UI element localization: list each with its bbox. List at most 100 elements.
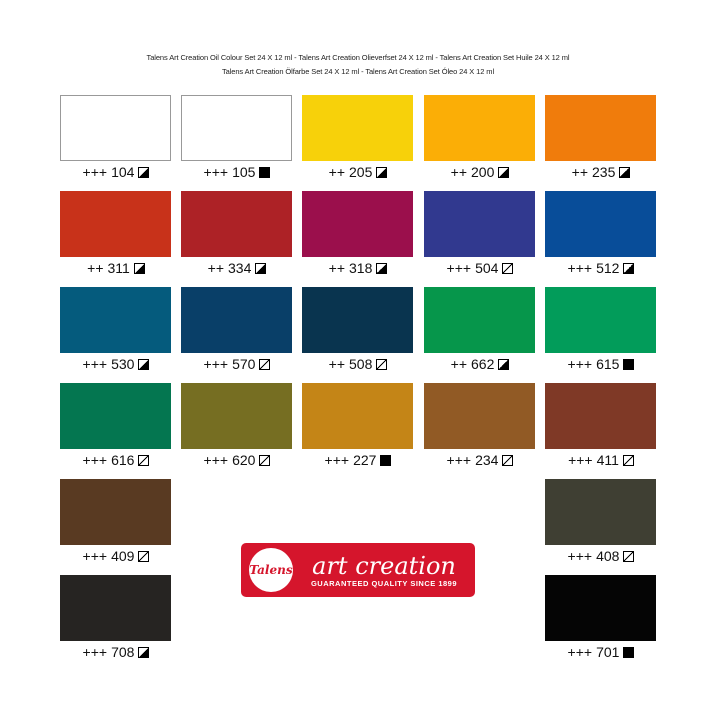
- color-swatch-708: +++ 708: [60, 575, 172, 663]
- swatch-color: [302, 191, 413, 257]
- logo-brand: art creation: [312, 551, 456, 580]
- swatch-color: [424, 383, 535, 449]
- semi-opacity-icon: [133, 262, 145, 274]
- opaque-opacity-icon: [380, 454, 392, 466]
- swatch-color: [181, 191, 292, 257]
- semi-opacity-icon: [623, 262, 635, 274]
- color-code: 411: [596, 452, 619, 468]
- lightfastness-rating: +++: [568, 452, 593, 468]
- lightfastness-rating: ++: [87, 260, 104, 276]
- lightfastness-rating: ++: [328, 164, 345, 180]
- lightfastness-rating: +++: [567, 548, 593, 564]
- color-swatch-409: +++ 409: [60, 479, 172, 567]
- swatch-label: +++ 701: [545, 641, 657, 663]
- semi-opacity-icon: [619, 166, 631, 178]
- semi-opacity-icon: [498, 166, 510, 178]
- color-swatch-616: +++ 616: [60, 383, 172, 471]
- header-line-1: Talens Art Creation Oil Colour Set 24 X …: [146, 53, 570, 62]
- swatch-label: +++ 105: [181, 161, 293, 183]
- color-code: 104: [111, 164, 135, 180]
- swatch-color: [60, 95, 171, 161]
- color-code: 615: [596, 356, 620, 372]
- lightfastness-rating: +++: [567, 260, 593, 276]
- color-code: 708: [111, 644, 135, 660]
- swatch-color: [302, 95, 413, 161]
- lightfastness-rating: +++: [82, 644, 108, 660]
- color-swatch-615: +++ 615: [545, 287, 657, 375]
- swatch-color: [302, 287, 413, 353]
- color-swatch-318: ++ 318: [302, 191, 414, 279]
- lightfastness-rating: ++: [571, 164, 588, 180]
- color-code: 504: [475, 260, 499, 276]
- color-swatch-334: ++ 334: [181, 191, 293, 279]
- color-swatch-530: +++ 530: [60, 287, 172, 375]
- swatch-color: [60, 479, 171, 545]
- swatch-label: +++ 408: [545, 545, 657, 567]
- swatch-color: [545, 383, 656, 449]
- color-code: 508: [349, 356, 373, 372]
- color-swatch-105: +++ 105: [181, 95, 293, 183]
- art-creation-logo: Talens art creation GUARANTEED QUALITY S…: [241, 543, 475, 597]
- semi-opacity-icon: [138, 166, 150, 178]
- swatch-label: ++ 318: [302, 257, 414, 279]
- swatch-color: [181, 287, 292, 353]
- semi-opacity-icon: [138, 646, 150, 658]
- swatch-label: +++ 616: [60, 449, 172, 471]
- color-swatch-200: ++ 200: [424, 95, 536, 183]
- color-code: 318: [349, 260, 373, 276]
- header-line-2: Talens Art Creation Ölfarbe Set 24 X 12 …: [221, 67, 495, 76]
- swatch-color: [302, 383, 413, 449]
- lightfastness-rating: +++: [446, 260, 472, 276]
- color-code: 620: [232, 452, 256, 468]
- trans-opacity-icon: [259, 454, 271, 466]
- trans-opacity-icon: [259, 358, 271, 370]
- color-swatch-411: +++ 411: [545, 383, 657, 471]
- swatch-label: ++ 334: [181, 257, 293, 279]
- color-code: 570: [232, 356, 256, 372]
- color-swatch-235: ++ 235: [545, 95, 657, 183]
- color-swatch-205: ++ 205: [302, 95, 414, 183]
- talens-seal: Talens: [249, 548, 293, 592]
- color-code: 311: [107, 260, 130, 276]
- swatch-color: [545, 287, 656, 353]
- color-code: 235: [592, 164, 616, 180]
- swatch-label: ++ 235: [545, 161, 657, 183]
- lightfastness-rating: +++: [82, 452, 108, 468]
- swatch-label: +++ 234: [424, 449, 536, 471]
- opaque-opacity-icon: [259, 166, 271, 178]
- color-code: 200: [471, 164, 495, 180]
- color-code: 227: [353, 452, 377, 468]
- lightfastness-rating: ++: [450, 164, 467, 180]
- swatch-label: +++ 530: [60, 353, 172, 375]
- color-swatch-227: +++ 227: [302, 383, 414, 471]
- semi-opacity-icon: [255, 262, 267, 274]
- swatch-label: +++ 409: [60, 545, 172, 567]
- lightfastness-rating: ++: [450, 356, 467, 372]
- swatch-label: ++ 662: [424, 353, 536, 375]
- lightfastness-rating: +++: [203, 164, 229, 180]
- color-code: 409: [111, 548, 135, 564]
- logo-tagline: GUARANTEED QUALITY SINCE 1899: [310, 578, 458, 588]
- swatch-color: [545, 479, 656, 545]
- swatch-color: [60, 575, 171, 641]
- swatch-label: +++ 570: [181, 353, 293, 375]
- trans-opacity-icon: [623, 550, 635, 562]
- swatch-color: [60, 191, 171, 257]
- color-swatch-311: ++ 311: [60, 191, 172, 279]
- swatch-label: +++ 620: [181, 449, 293, 471]
- trans-opacity-icon: [622, 454, 634, 466]
- color-code: 530: [111, 356, 135, 372]
- swatch-label: +++ 615: [545, 353, 657, 375]
- trans-opacity-icon: [138, 454, 150, 466]
- swatch-color: [545, 191, 656, 257]
- swatch-color: [60, 383, 171, 449]
- lightfastness-rating: +++: [82, 164, 108, 180]
- color-code: 334: [228, 260, 252, 276]
- lightfastness-rating: ++: [328, 356, 345, 372]
- lightfastness-rating: +++: [446, 452, 472, 468]
- color-code: 205: [349, 164, 373, 180]
- color-swatch-570: +++ 570: [181, 287, 293, 375]
- color-code: 512: [596, 260, 620, 276]
- color-code: 408: [596, 548, 620, 564]
- lightfastness-rating: +++: [567, 356, 593, 372]
